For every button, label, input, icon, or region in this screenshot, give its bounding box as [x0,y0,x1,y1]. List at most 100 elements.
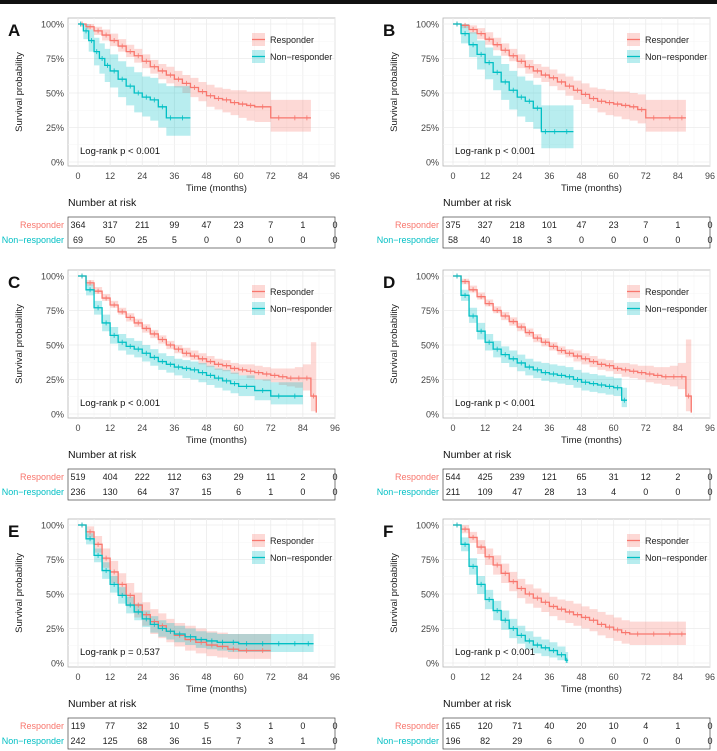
risk-count: 7 [268,220,273,230]
risk-count: 11 [266,472,275,482]
risk-count: 0 [236,235,241,245]
legend-label-non-responder: Non−responder [645,553,707,563]
x-tick-label: 36 [169,423,179,433]
legend: Responder Non−responder [252,534,332,564]
risk-count: 0 [579,235,584,245]
x-tick-label: 0 [450,171,455,181]
risk-count: 0 [675,235,680,245]
risk-count: 0 [300,721,305,731]
risk-table-title: Number at risk [68,197,137,209]
risk-count: 0 [332,220,337,230]
risk-count: 0 [300,235,305,245]
risk-count: 4 [611,487,616,497]
risk-count: 196 [445,736,460,746]
risk-count: 239 [510,472,525,482]
risk-count: 68 [137,736,147,746]
risk-count: 37 [169,487,179,497]
x-tick-label: 48 [201,423,211,433]
x-tick-label: 72 [266,171,276,181]
risk-count: 71 [512,721,522,731]
risk-count: 29 [234,472,244,482]
y-tick-label: 50% [46,590,64,600]
survival-curve-non-responder [453,275,628,401]
risk-count: 222 [135,472,150,482]
x-tick-label: 84 [298,672,308,682]
risk-count: 4 [643,721,648,731]
risk-count: 0 [332,472,337,482]
x-tick-label: 72 [266,423,276,433]
x-tick-label: 0 [75,672,80,682]
risk-count: 3 [268,736,273,746]
risk-count: 3 [547,235,552,245]
x-tick-label: 84 [298,423,308,433]
panel-label: A [8,21,20,40]
risk-count: 15 [201,487,211,497]
risk-count: 404 [103,472,118,482]
y-tick-label: 50% [421,341,439,351]
survival-curve-non-responder [78,23,191,119]
risk-table-frame [442,717,711,750]
risk-count: 236 [70,487,85,497]
survival-curve-responder [453,275,692,413]
risk-count: 165 [445,721,460,731]
risk-count: 20 [576,721,586,731]
y-tick-label: 0% [426,659,439,669]
risk-count: 5 [172,235,177,245]
panel-label: D [383,273,395,292]
y-axis-title: Survival probability [389,304,400,384]
risk-count: 82 [480,736,490,746]
y-tick-label: 25% [421,624,439,634]
x-tick-label: 24 [512,171,522,181]
risk-row-label: Non−responder [2,235,64,245]
plot-area [442,17,711,167]
risk-row-label: Responder [20,220,64,230]
risk-table-title: Number at risk [68,698,137,710]
risk-count: 47 [512,487,522,497]
legend-label-non-responder: Non−responder [270,304,332,314]
risk-count: 0 [268,235,273,245]
y-tick-label: 25% [46,624,64,634]
y-tick-label: 0% [51,659,64,669]
top-rule [0,0,717,4]
y-tick-label: 100% [41,521,64,531]
risk-table-frame [67,468,336,501]
y-tick-label: 50% [46,341,64,351]
risk-count: 375 [445,220,460,230]
risk-count: 10 [609,721,619,731]
pvalue-annotation: Log-rank p < 0.001 [80,398,160,409]
risk-row-label: Responder [20,721,64,731]
risk-count: 28 [544,487,554,497]
risk-count: 64 [137,487,147,497]
y-tick-label: 50% [421,89,439,99]
y-tick-label: 0% [51,158,64,168]
risk-count: 211 [135,220,149,230]
risk-row-label: Non−responder [377,235,439,245]
risk-count: 0 [332,235,337,245]
risk-count: 7 [236,736,241,746]
risk-count: 1 [300,736,305,746]
x-tick-label: 84 [298,171,308,181]
survival-curve-responder [78,524,271,652]
risk-count: 6 [236,487,241,497]
risk-table-title: Number at risk [443,449,512,461]
y-tick-label: 100% [41,272,64,282]
legend-label-non-responder: Non−responder [645,304,707,314]
ci-band-non-responder [453,276,628,408]
y-tick-label: 75% [46,54,64,64]
x-axis-title: Time (months) [186,183,247,194]
risk-count: 0 [643,487,648,497]
x-tick-label: 60 [609,423,619,433]
risk-row-label: Non−responder [2,487,64,497]
legend-label-responder: Responder [645,536,689,546]
risk-count: 99 [169,220,179,230]
x-tick-label: 48 [576,423,586,433]
x-tick-label: 12 [105,423,115,433]
risk-count: 1 [268,721,273,731]
x-tick-label: 72 [641,423,651,433]
x-tick-label: 24 [137,423,147,433]
risk-row-label: Non−responder [377,736,439,746]
risk-count: 0 [643,736,648,746]
x-tick-label: 36 [544,171,554,181]
